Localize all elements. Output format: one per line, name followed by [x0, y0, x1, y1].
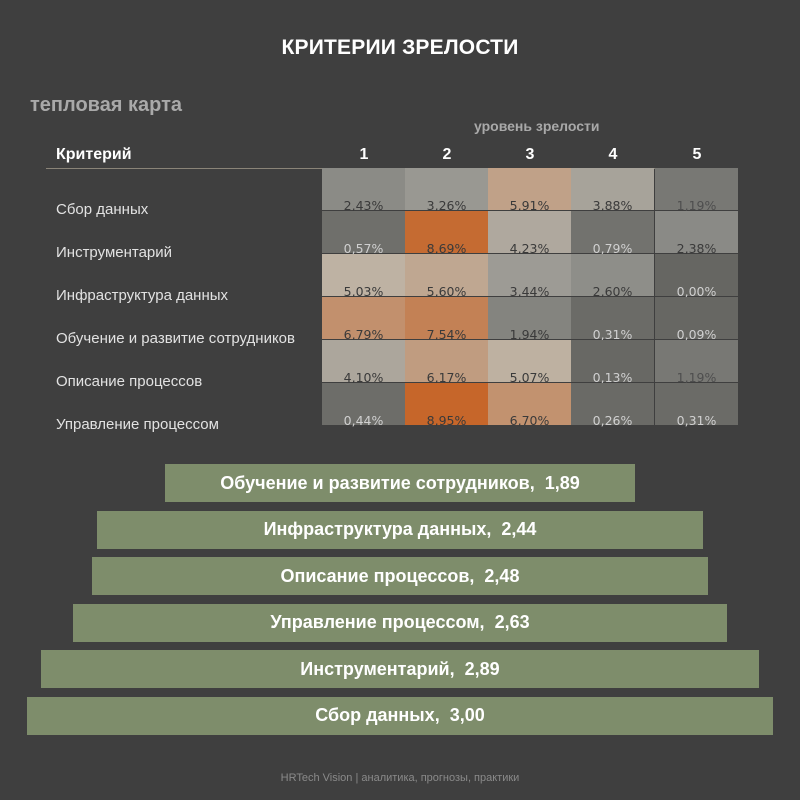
column-header-5: 5 [692, 146, 702, 163]
bar-value-label: 3,00 [449, 705, 485, 725]
heatmap-cell: 4,23% [488, 211, 571, 256]
bar-value-label: 2,48 [484, 565, 520, 586]
heatmap-cell: 3,88% [571, 168, 654, 213]
row-label: Сбор данных [56, 201, 149, 218]
heatmap-cell: 0,57% [322, 211, 405, 256]
pyramid-bar: Сбор данных, 3,00 [27, 696, 773, 735]
column-header-3: 3 [525, 146, 535, 163]
heatmap-cell: 5,03% [322, 254, 405, 299]
page-title: КРИТЕРИИ ЗРЕЛОСТИ [281, 36, 519, 59]
heatmap-cell: 5,60% [405, 254, 488, 299]
footer-credit: HRTech Vision | аналитика, прогнозы, пра… [280, 772, 520, 784]
bar-category-label: Инфраструктура данных [263, 519, 487, 539]
row-label: Инструментарий [56, 244, 173, 261]
bar-category-label: Описание процессов [280, 565, 470, 586]
bar-separator: , [479, 612, 495, 632]
heatmap-cell: 0,09% [655, 297, 738, 342]
heatmap-cell: 2,43% [322, 168, 405, 213]
heatmap-cell: 5,91% [488, 168, 571, 213]
heatmap-cell: 2,60% [571, 254, 654, 299]
bar-category-label: Управление процессом [270, 612, 480, 632]
heatmap-cell: 0,26% [571, 383, 654, 428]
heatmap-cell: 2,38% [655, 211, 738, 256]
bar-separator: , [529, 472, 545, 493]
heatmap-cell: 0,31% [571, 297, 654, 342]
pyramid-bar: Инфраструктура данных, 2,44 [96, 510, 704, 549]
heatmap-subtitle: тепловая карта [30, 94, 183, 116]
heatmap-cell: 4,10% [322, 340, 405, 385]
heatmap-cell: 6,17% [405, 340, 488, 385]
heatmap-cell: 5,07% [488, 340, 571, 385]
bar-separator: , [449, 658, 465, 679]
heatmap-cell: 0,44% [322, 383, 405, 428]
heatmap-cell: 0,79% [571, 211, 654, 256]
heatmap-cell: 1,94% [488, 297, 571, 342]
heatmap-cell: 0,31% [655, 383, 738, 428]
heatmap-cell: 6,79% [322, 297, 405, 342]
column-header-4: 4 [608, 146, 618, 163]
pyramid-bar: Описание процессов, 2,48 [91, 557, 709, 595]
bar-category-label: Сбор данных [315, 705, 435, 725]
bar-category-label: Обучение и развитие сотрудников [220, 472, 530, 493]
heatmap-cell: 3,26% [405, 168, 488, 213]
bar-separator: , [486, 519, 502, 539]
heatmap-cell: 3,44% [488, 254, 571, 299]
bar-separator: , [469, 565, 485, 586]
heatmap-cell: 8,95% [405, 383, 488, 428]
row-label: Инфраструктура данных [56, 287, 229, 304]
heatmap-cell: 7,54% [405, 297, 488, 342]
bar-category-label: Инструментарий [300, 658, 450, 679]
bar-value-label: 2,89 [464, 658, 500, 679]
bar-value-label: 2,44 [501, 519, 537, 539]
heatmap-cell: 1,19% [655, 340, 738, 385]
bar-value-label: 1,89 [544, 472, 580, 493]
row-header: Критерий [56, 146, 132, 163]
heatmap-cell: 0,00% [655, 254, 738, 299]
heatmap-cell: 6,70% [488, 383, 571, 428]
bar-separator: , [434, 705, 450, 725]
row-label: Обучение и развитие сотрудников [56, 330, 295, 347]
x-axis-label: уровень зрелости [474, 118, 600, 134]
heatmap-cell: 0,13% [571, 340, 654, 385]
pyramid-bar: Обучение и развитие сотрудников, 1,89 [165, 464, 635, 502]
row-label: Описание процессов [56, 373, 203, 390]
bar-value-label: 2,63 [494, 612, 530, 632]
row-label: Управление процессом [56, 416, 219, 433]
heatmap-cell: 1,19% [655, 168, 738, 213]
column-header-2: 2 [442, 146, 452, 163]
pyramid-bar: Управление процессом, 2,63 [73, 603, 727, 642]
column-header-1: 1 [359, 146, 369, 163]
pyramid-bar: Инструментарий, 2,89 [40, 650, 760, 688]
heatmap-cell: 8,69% [405, 211, 488, 256]
